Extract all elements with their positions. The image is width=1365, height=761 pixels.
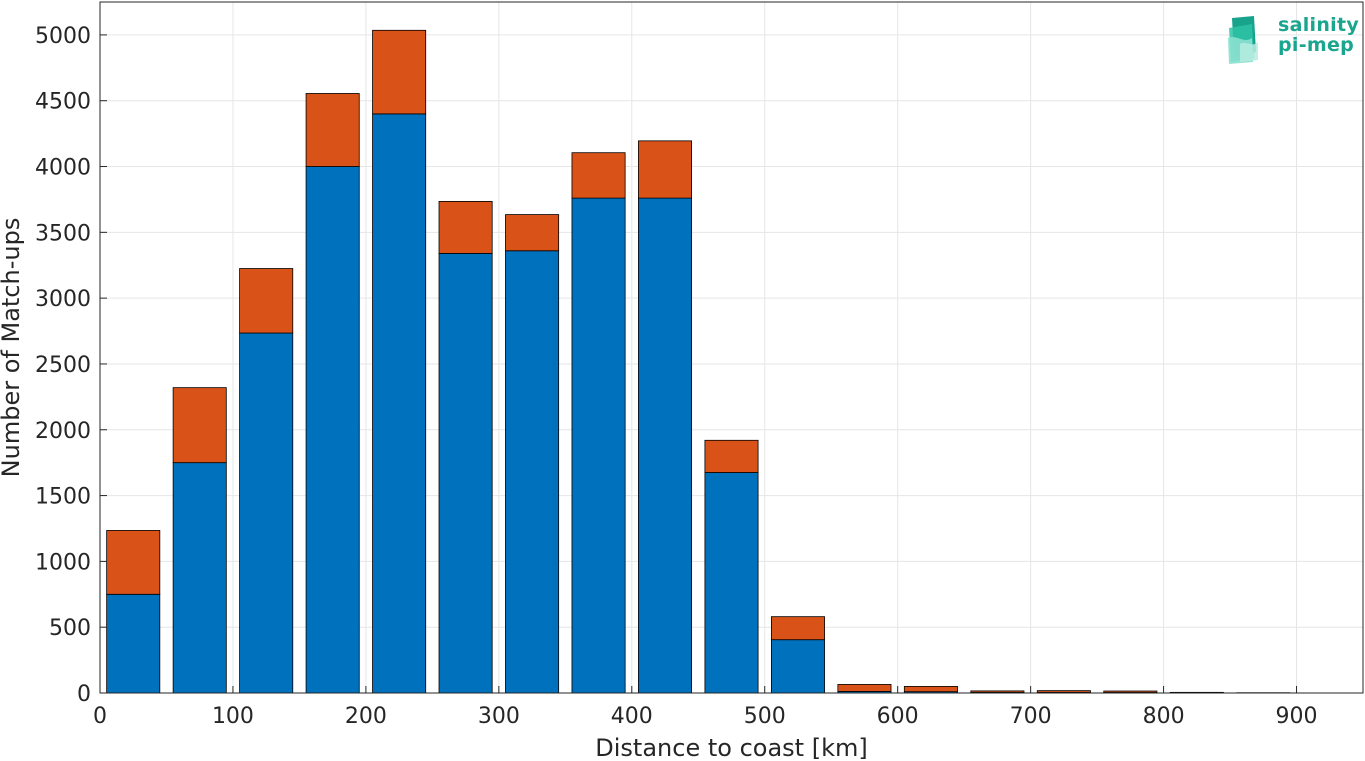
salinity-pimep-logo: salinity pi-mep <box>1226 12 1360 66</box>
bar-series1 <box>239 332 294 694</box>
bar-series1 <box>505 250 560 694</box>
bar-series2 <box>704 439 759 473</box>
bar-series2 <box>505 214 560 252</box>
bar-series2 <box>638 140 693 199</box>
bar-series1 <box>106 593 161 694</box>
bar-series1 <box>638 197 693 694</box>
x-tick-label: 500 <box>744 704 786 729</box>
logo-waves-icon <box>1228 16 1258 64</box>
y-tick-label: 2500 <box>35 353 91 378</box>
x-tick-label: 800 <box>1143 704 1185 729</box>
bar-series1 <box>704 472 759 694</box>
axes-box <box>99 1 1364 694</box>
x-ticks: 0 100 200 300 400 500 600 700 800 900 <box>93 686 1318 729</box>
x-tick-label: 700 <box>1010 704 1052 729</box>
bar-series2 <box>305 93 360 167</box>
x-tick-label: 200 <box>345 704 387 729</box>
x-axis-label: Distance to coast [km] <box>595 734 867 761</box>
bar-series2 <box>239 268 294 334</box>
y-tick-label: 4500 <box>35 90 91 115</box>
logo-text-line1: salinity <box>1278 14 1360 36</box>
y-tick-label: 4000 <box>35 156 91 181</box>
x-tick-label: 100 <box>212 704 254 729</box>
bar-series2 <box>172 387 227 464</box>
bar-series1 <box>372 113 427 694</box>
bars <box>106 29 1291 694</box>
x-tick-label: 400 <box>611 704 653 729</box>
bar-series2 <box>1036 690 1091 693</box>
bar-series2 <box>970 690 1025 693</box>
x-tick-label: 0 <box>93 704 107 729</box>
bar-series2 <box>571 152 626 199</box>
bar-series2 <box>770 616 825 641</box>
y-tick-label: 3500 <box>35 221 91 246</box>
x-tick-label: 900 <box>1276 704 1318 729</box>
y-ticks: 0 500 1000 1500 2000 2500 3000 3500 4000 4500 5000 <box>35 24 107 707</box>
x-tick-label: 300 <box>478 704 520 729</box>
bar-series2 <box>903 686 958 693</box>
bar-series1 <box>438 252 493 694</box>
y-tick-label: 1500 <box>35 485 91 510</box>
y-tick-label: 2000 <box>35 419 91 444</box>
y-tick-label: 500 <box>49 616 91 641</box>
x-tick-label: 600 <box>877 704 919 729</box>
bar-series2 <box>1103 690 1158 693</box>
bar-series1 <box>305 166 360 694</box>
bar-series2 <box>837 684 892 692</box>
y-tick-label: 0 <box>77 682 91 707</box>
y-tick-label: 1000 <box>35 550 91 575</box>
bar-series1 <box>172 462 227 694</box>
bar-series2 <box>106 530 161 595</box>
bar-series2 <box>438 201 493 254</box>
logo-text-line2: pi-mep <box>1278 34 1355 56</box>
bar-series2 <box>372 29 427 115</box>
y-tick-label: 3000 <box>35 287 91 312</box>
bar-series1 <box>571 197 626 694</box>
y-axis-label: Number of Match-ups <box>0 218 25 478</box>
bar-series1 <box>770 639 825 694</box>
y-tick-label: 5000 <box>35 24 91 49</box>
